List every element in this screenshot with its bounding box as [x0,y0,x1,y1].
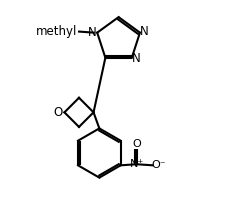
Text: methyl: methyl [36,25,77,38]
Text: O⁻: O⁻ [152,160,166,170]
Text: O: O [132,139,141,149]
Text: N⁺: N⁺ [130,159,144,169]
Text: O: O [54,106,63,119]
Text: N: N [140,25,149,38]
Text: N: N [132,52,141,65]
Text: N: N [88,25,97,39]
